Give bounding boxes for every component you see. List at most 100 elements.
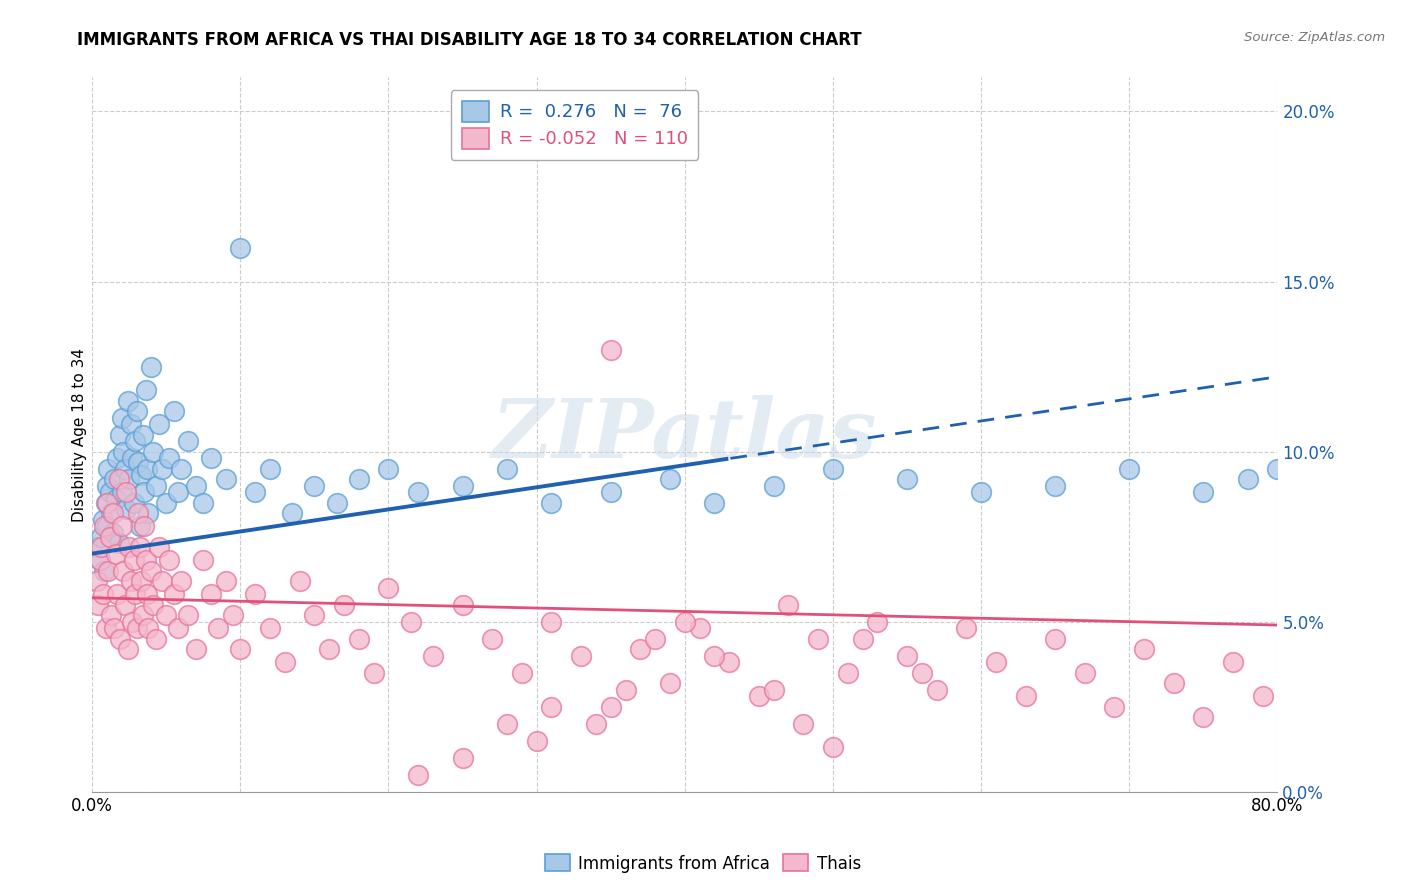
Point — [117, 393, 139, 408]
Point — [148, 417, 170, 432]
Point — [94, 495, 117, 509]
Point — [93, 564, 115, 578]
Point — [451, 750, 474, 764]
Point — [100, 607, 122, 622]
Point — [1043, 632, 1066, 646]
Point — [120, 417, 142, 432]
Point — [125, 403, 148, 417]
Point — [399, 615, 422, 629]
Point — [214, 574, 236, 588]
Point — [955, 622, 977, 636]
Point — [422, 648, 444, 663]
Point — [821, 461, 844, 475]
Point — [118, 472, 141, 486]
Point — [129, 574, 152, 588]
Legend: R =  0.276   N =  76, R = -0.052   N = 110: R = 0.276 N = 76, R = -0.052 N = 110 — [451, 90, 699, 160]
Point — [91, 587, 114, 601]
Point — [97, 564, 120, 578]
Point — [155, 607, 177, 622]
Point — [128, 540, 150, 554]
Point — [318, 641, 340, 656]
Point — [614, 682, 637, 697]
Point — [150, 574, 173, 588]
Point — [259, 622, 281, 636]
Point — [325, 495, 347, 509]
Point — [136, 587, 159, 601]
Point — [141, 564, 163, 578]
Point — [125, 622, 148, 636]
Point — [526, 733, 548, 747]
Point — [142, 444, 165, 458]
Point — [111, 485, 134, 500]
Point — [184, 641, 207, 656]
Point — [451, 598, 474, 612]
Point — [121, 451, 143, 466]
Point — [86, 540, 108, 554]
Point — [1118, 461, 1140, 475]
Point — [142, 598, 165, 612]
Point — [110, 632, 132, 646]
Point — [347, 632, 370, 646]
Point — [115, 502, 138, 516]
Y-axis label: Disability Age 18 to 34: Disability Age 18 to 34 — [72, 348, 87, 522]
Point — [703, 495, 725, 509]
Point — [122, 495, 145, 509]
Point — [911, 665, 934, 680]
Point — [124, 587, 146, 601]
Point — [569, 648, 592, 663]
Point — [377, 581, 399, 595]
Point — [150, 461, 173, 475]
Point — [778, 598, 800, 612]
Point — [363, 665, 385, 680]
Point — [94, 622, 117, 636]
Point — [807, 632, 830, 646]
Point — [170, 461, 193, 475]
Point — [145, 478, 167, 492]
Point — [100, 506, 122, 520]
Point — [599, 343, 621, 357]
Text: Source: ZipAtlas.com: Source: ZipAtlas.com — [1244, 31, 1385, 45]
Point — [91, 513, 114, 527]
Point — [792, 716, 814, 731]
Point — [103, 472, 125, 486]
Point — [134, 384, 156, 398]
Point — [243, 485, 266, 500]
Point — [101, 526, 124, 541]
Point — [155, 495, 177, 509]
Point — [984, 656, 1007, 670]
Point — [90, 530, 112, 544]
Point — [148, 540, 170, 554]
Point — [659, 472, 682, 486]
Point — [131, 607, 153, 622]
Point — [167, 485, 190, 500]
Point — [1074, 665, 1097, 680]
Point — [347, 472, 370, 486]
Point — [177, 607, 200, 622]
Point — [184, 478, 207, 492]
Point — [120, 574, 142, 588]
Point — [1133, 641, 1156, 656]
Point — [98, 485, 121, 500]
Point — [896, 648, 918, 663]
Point — [138, 622, 160, 636]
Point — [304, 607, 326, 622]
Point — [1043, 478, 1066, 492]
Point — [118, 540, 141, 554]
Point — [86, 574, 108, 588]
Point — [128, 519, 150, 533]
Point — [406, 767, 429, 781]
Point — [96, 519, 118, 533]
Point — [1192, 710, 1215, 724]
Point — [200, 451, 222, 466]
Point — [281, 506, 304, 520]
Text: ZIPatlas: ZIPatlas — [492, 394, 877, 475]
Point — [157, 553, 180, 567]
Point — [111, 410, 134, 425]
Point — [406, 485, 429, 500]
Point — [104, 492, 127, 507]
Point — [451, 478, 474, 492]
Point — [157, 451, 180, 466]
Point — [229, 240, 252, 254]
Point — [628, 641, 651, 656]
Point — [259, 461, 281, 475]
